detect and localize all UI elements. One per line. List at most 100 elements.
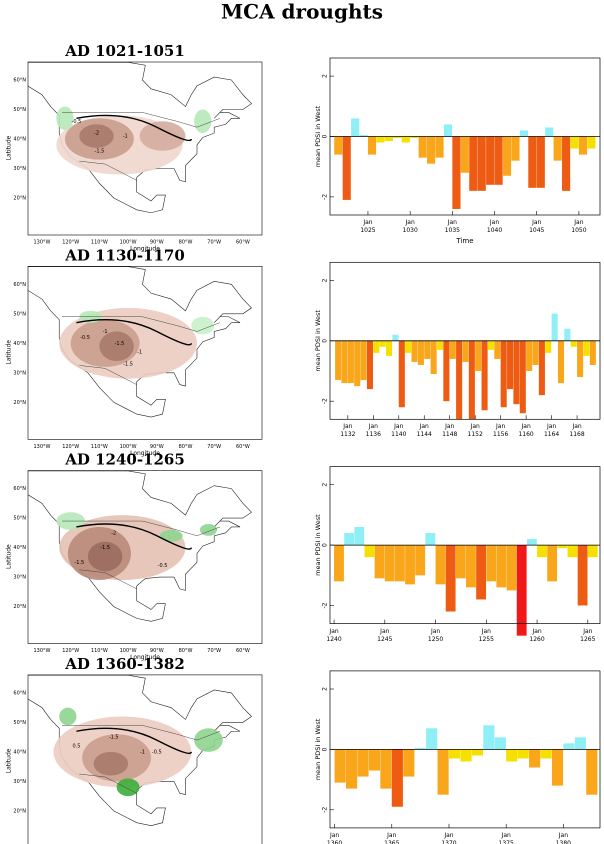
bar — [557, 340, 565, 384]
bar — [460, 749, 472, 762]
bar — [342, 136, 351, 200]
bar — [452, 136, 461, 209]
lon-tick-label: 120°W — [62, 648, 79, 654]
y-axis-label: mean PDSI in West — [314, 514, 322, 576]
bar — [557, 545, 568, 549]
border — [79, 569, 137, 590]
map-frame — [27, 674, 263, 844]
anomaly-field — [79, 124, 114, 148]
x-tick-label: Jan 1144 — [416, 423, 432, 439]
contour-label: -1.5 — [95, 148, 105, 154]
y-tick-label: 0 — [322, 134, 329, 138]
panel-title: AD 1240-1265 — [64, 451, 185, 469]
lat-tick-label: 30°N — [13, 575, 26, 581]
contour-label: -1 — [123, 134, 128, 140]
lat-tick-label: 20°N — [13, 604, 26, 610]
map-y-label: Latitude — [6, 544, 13, 569]
y-tick-label: 0 — [322, 747, 329, 751]
lat-tick-label: 20°N — [13, 808, 26, 814]
bar — [391, 749, 403, 807]
map-y-label: Latitude — [6, 340, 13, 365]
bar — [551, 749, 564, 786]
x-tick-label: Jan 1375 — [498, 831, 514, 844]
bar — [398, 340, 405, 408]
contour-label: -0.5 — [72, 119, 82, 125]
contour-label: -1 — [103, 329, 108, 335]
contour-label: -1.5 — [100, 545, 110, 551]
bar — [476, 545, 487, 600]
bar — [587, 545, 598, 558]
bar — [415, 545, 426, 576]
panel-title: AD 1360-1382 — [64, 655, 185, 673]
x-tick-label: Jan 1132 — [340, 423, 356, 439]
map-x-label: Longitude — [130, 654, 160, 661]
bar — [460, 136, 469, 173]
bar — [455, 545, 466, 579]
anomaly-field — [59, 707, 77, 726]
map-frame — [27, 470, 263, 644]
lat-tick-label: 50°N — [13, 107, 26, 113]
bar — [483, 725, 495, 750]
x-tick-label: Jan 1265 — [580, 627, 596, 643]
x-tick-label: Jan 1255 — [478, 627, 494, 643]
lon-tick-label: 60°W — [236, 648, 250, 654]
lat-tick-label: 60°N — [13, 282, 26, 288]
bar — [374, 545, 385, 579]
bar — [475, 340, 482, 371]
lat-tick-label: 40°N — [13, 341, 26, 347]
y-tick-label: -2 — [322, 194, 329, 200]
y-tick-label: 0 — [322, 543, 329, 547]
panel-title: AD 1130-1170 — [64, 246, 185, 264]
bar — [386, 340, 393, 356]
bar — [462, 340, 469, 362]
map-x-label: Longitude — [130, 246, 160, 253]
x-tick-label: Jan 1360 — [326, 831, 343, 844]
map-x-label: Longitude — [130, 450, 160, 457]
lon-tick-label: 100°W — [120, 648, 137, 654]
lon-tick-label: 60°W — [236, 444, 250, 450]
anomaly-field — [194, 109, 212, 134]
bar — [577, 340, 584, 378]
contour-line — [76, 319, 192, 346]
bar — [414, 747, 426, 750]
map-frame — [27, 61, 263, 236]
bar — [418, 136, 427, 158]
bar — [368, 749, 381, 771]
bar — [335, 340, 342, 381]
contour-label: -1.5 — [115, 341, 125, 347]
bar — [511, 136, 520, 161]
bar — [577, 545, 588, 606]
bar — [517, 749, 529, 759]
bar — [551, 313, 558, 341]
bar — [471, 749, 484, 756]
bar — [526, 539, 537, 546]
map-frame — [27, 265, 263, 440]
map-y-label: Latitude — [6, 135, 13, 160]
lon-tick-label: 130°W — [34, 648, 51, 654]
x-tick-label: Jan 1025 — [360, 219, 376, 234]
bar — [366, 340, 374, 390]
lon-tick-label: 60°W — [236, 240, 250, 246]
lon-tick-label: 120°W — [62, 240, 79, 246]
border — [62, 520, 221, 537]
bar — [417, 340, 424, 365]
lon-tick-label: 90°W — [150, 648, 164, 654]
lon-tick-label: 100°W — [120, 444, 137, 450]
bar — [380, 749, 392, 789]
lat-tick-label: 50°N — [13, 311, 26, 317]
lat-tick-label: 40°N — [13, 545, 26, 551]
map-area — [28, 470, 252, 622]
bar — [424, 340, 431, 359]
bar — [456, 340, 463, 420]
bar — [547, 545, 558, 582]
bar — [436, 340, 444, 350]
lat-tick-label: 50°N — [13, 720, 26, 726]
lon-tick-label: 90°W — [150, 444, 164, 450]
contour-label: -1.5 — [74, 560, 84, 566]
x-tick-label: Jan 1380 — [555, 831, 572, 844]
anomaly-field — [159, 529, 183, 542]
lon-tick-label: 80°W — [179, 648, 193, 654]
bar — [403, 749, 415, 777]
lon-tick-label: 110°W — [91, 240, 108, 246]
